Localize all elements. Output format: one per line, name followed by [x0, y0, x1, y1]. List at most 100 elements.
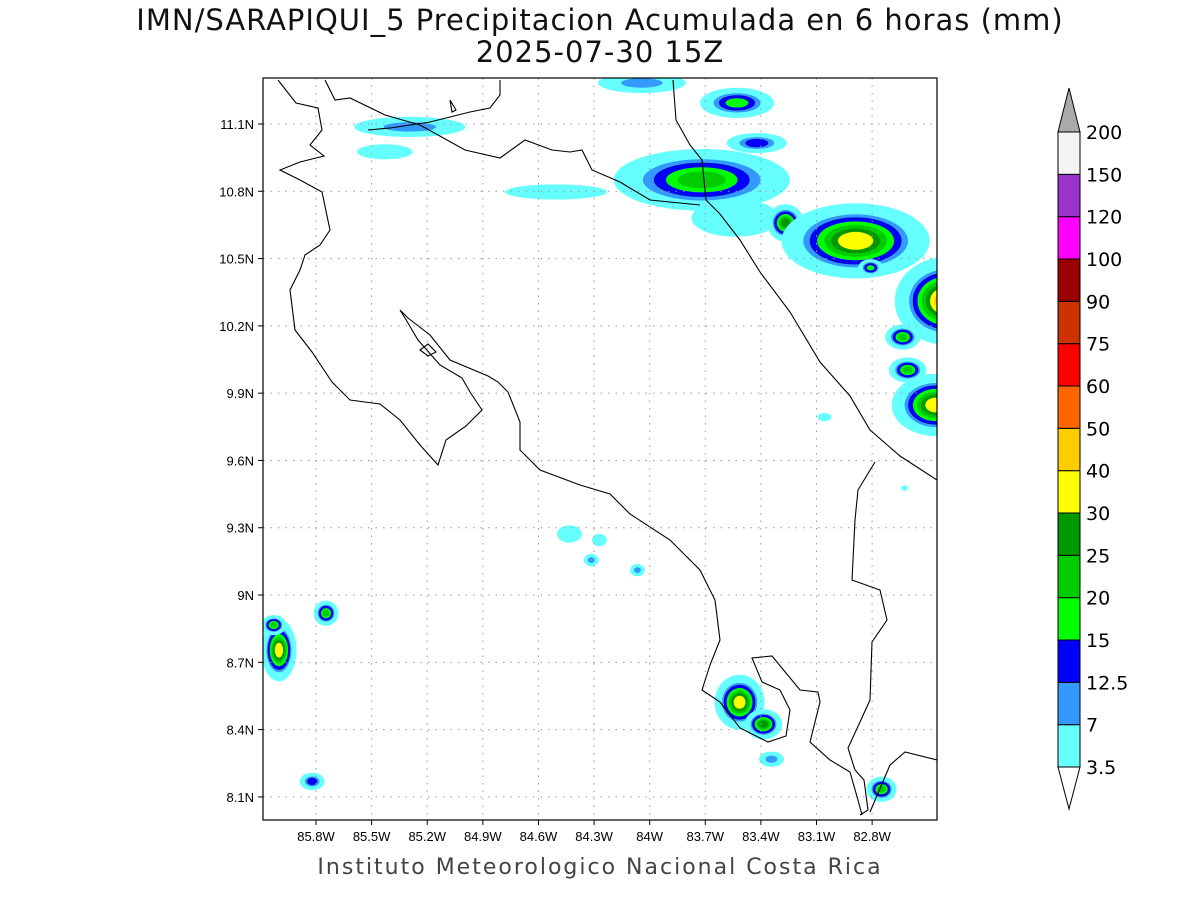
precip-cell — [691, 199, 780, 237]
colorbar-label: 150 — [1086, 164, 1122, 186]
colorbar-swatch — [1057, 300, 1081, 345]
lat-tick-label: 9.3N — [227, 521, 254, 536]
precip-contour-7 — [383, 122, 437, 132]
colorbar-label: 15 — [1086, 630, 1110, 652]
precip-cell — [354, 116, 466, 137]
panama-coast — [869, 751, 937, 813]
precip-cell — [699, 87, 775, 119]
precip-cell — [583, 553, 599, 567]
precip-contour-7 — [765, 755, 778, 763]
colorbar-label: 20 — [1086, 588, 1110, 610]
precip-contour-30 — [930, 289, 937, 313]
colorbar-swatch — [1057, 343, 1081, 387]
coastlines-borders — [277, 79, 937, 816]
colorbar-over-triangle — [1057, 87, 1081, 133]
precip-cell — [263, 614, 287, 636]
precip-contour-12.5 — [745, 138, 769, 148]
precip-cell — [597, 78, 686, 94]
precip-contour-20 — [897, 333, 908, 341]
colorbar-swatch — [1057, 216, 1081, 260]
precip-cell — [943, 447, 968, 472]
colorbar: 3.5 7 12.5 15 20 25 30 40 50 60 75 90 100 120 150 200 — [1057, 87, 1128, 811]
colorbar-swatch — [1057, 427, 1081, 472]
precip-cell — [888, 357, 927, 383]
precip-contour-3.5 — [505, 184, 608, 200]
pacific-coastline — [277, 79, 863, 816]
island-2 — [449, 99, 457, 113]
lat-tick-label: 9N — [237, 588, 254, 603]
map-valid-time: 2025-07-30 15Z — [475, 35, 725, 69]
colorbar-label: 100 — [1086, 249, 1122, 271]
colorbar-swatch — [1057, 131, 1081, 175]
colorbar-label: 3.5 — [1086, 757, 1116, 779]
colorbar-swatch — [1057, 681, 1081, 726]
precip-contour-3.5 — [943, 447, 968, 472]
precip-contour-7 — [950, 454, 962, 466]
precip-cell — [592, 533, 607, 547]
precip-cell — [556, 525, 582, 543]
precip-cell — [885, 324, 921, 350]
colorbar-label: 75 — [1086, 334, 1110, 356]
precip-contour-20 — [270, 622, 278, 628]
colorbar-swatch — [1057, 597, 1081, 641]
precip-contour-7 — [621, 78, 663, 88]
precip-cell — [866, 776, 897, 802]
nicaragua-coast — [367, 80, 501, 131]
precip-contour-3.5 — [691, 199, 780, 237]
precip-cell — [781, 203, 930, 279]
colorbar-swatch — [1057, 639, 1081, 683]
colorbar-label: 25 — [1086, 545, 1110, 567]
precip-cell — [613, 148, 790, 211]
credit-text: Instituto Meteorologico Nacional Costa R… — [317, 855, 883, 880]
precip-contour-20 — [322, 609, 330, 617]
colorbar-swatch — [1057, 258, 1081, 302]
colorbar-label: 40 — [1086, 461, 1110, 483]
precip-contour-3.5 — [901, 485, 909, 491]
precip-cell — [891, 373, 937, 437]
precip-contour-15 — [725, 98, 749, 108]
precip-contour-3.5 — [556, 525, 582, 543]
precip-contour-30 — [925, 397, 937, 413]
precip-cell — [744, 709, 783, 740]
precip-cell — [299, 772, 325, 791]
island — [419, 343, 437, 357]
lon-tick-label: 83.7W — [687, 829, 725, 844]
colorbar-label: 12.5 — [1086, 672, 1128, 694]
colorbar-label: 60 — [1086, 376, 1110, 398]
precip-contour-30 — [837, 231, 874, 250]
map-title: IMN/SARAPIQUI_5 Precipitacion Acumulada … — [136, 3, 1064, 37]
lon-tick-label: 82.8W — [853, 829, 891, 844]
lon-tick-label: 83.4W — [742, 829, 780, 844]
colorbar-label: 90 — [1086, 291, 1110, 313]
colorbar-under-triangle — [1057, 766, 1081, 811]
colorbar-label: 30 — [1086, 503, 1110, 525]
lat-tick-label: 8.4N — [227, 723, 254, 738]
caribbean-coastline — [672, 79, 937, 481]
colorbar-swatch — [1057, 512, 1081, 556]
precip-cell — [714, 674, 765, 730]
lon-tick-label: 85.5W — [353, 829, 391, 844]
colorbar-label: 50 — [1086, 418, 1110, 440]
precip-cell — [630, 563, 645, 577]
precip-contour-7 — [587, 557, 595, 563]
precip-cell — [767, 204, 805, 242]
precip-cell — [313, 600, 339, 626]
precip-contour-3.5 — [817, 412, 832, 422]
precip-cell — [505, 184, 608, 200]
precip-cell — [894, 257, 937, 345]
colorbar-label: 200 — [1086, 122, 1122, 144]
lon-tick-label: 83.1W — [798, 829, 836, 844]
lat-tick-label: 10.5N — [219, 252, 254, 267]
precip-contour-30 — [733, 695, 746, 709]
lake-nicaragua-shore — [324, 79, 701, 206]
axis-ticks: 85.8W 85.5W 85.2W 84.9W 84.6W 84.3W 84W 83.7W 83… — [219, 117, 891, 844]
precip-contour-20 — [677, 171, 726, 189]
precip-cell — [817, 412, 832, 422]
plot-frame — [262, 77, 938, 821]
precip-cell — [901, 485, 909, 491]
precip-cell — [858, 259, 884, 277]
colorbar-label: 7 — [1086, 715, 1098, 737]
precipitation-field — [263, 78, 968, 802]
lat-tick-label: 8.1N — [227, 790, 254, 805]
